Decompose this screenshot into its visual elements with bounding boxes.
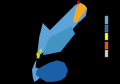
Polygon shape	[36, 52, 40, 59]
Polygon shape	[43, 27, 75, 55]
Polygon shape	[36, 60, 68, 82]
Polygon shape	[32, 3, 87, 82]
Polygon shape	[77, 0, 80, 5]
Polygon shape	[39, 48, 42, 53]
Polygon shape	[73, 3, 87, 23]
